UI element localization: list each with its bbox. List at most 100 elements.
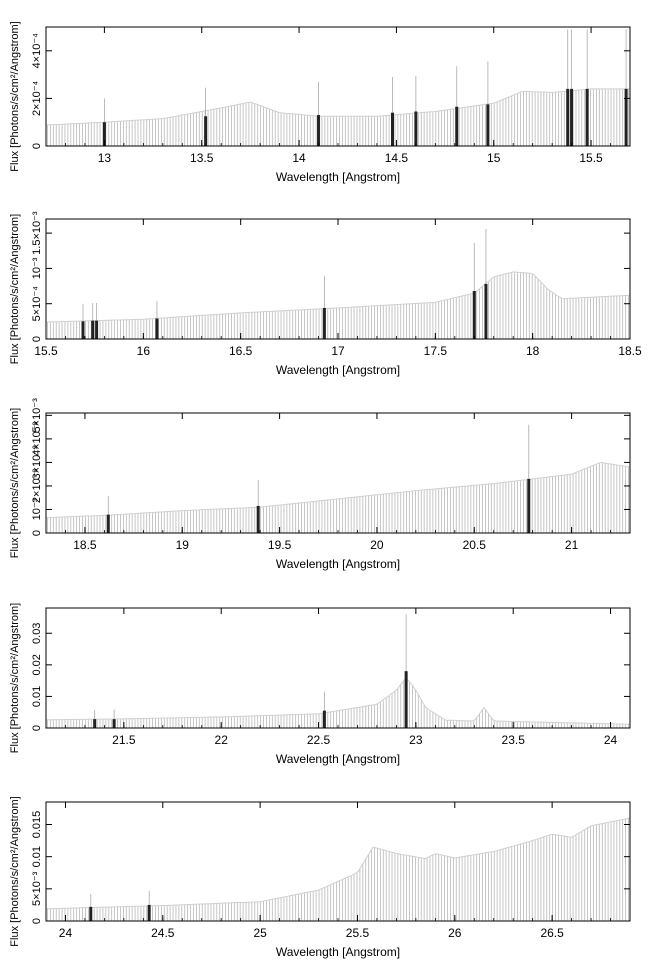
y-axis-label: Flux [Photons/s/cm²/Angstrom] [9, 796, 21, 946]
plot-frame [45, 218, 631, 340]
x-tick-label: 25.5 [346, 926, 370, 940]
x-axis: 15.5 16 16.5 17 17.5 18 18.5 [34, 219, 642, 358]
x-tick-label: 21 [565, 538, 579, 552]
line-bar [102, 122, 106, 146]
x-tick-label: 23.5 [502, 733, 526, 747]
x-tick-label: 16.5 [229, 344, 253, 358]
emission-line [147, 890, 151, 921]
continuum-bars [47, 462, 629, 533]
emission-line [93, 709, 97, 728]
line-bar [570, 88, 574, 146]
line-bar [91, 320, 95, 339]
x-axis: 24 24.5 25 25.5 26 26.5 [45, 802, 631, 940]
x-tick-label: 26.5 [540, 926, 564, 940]
line-bar [256, 505, 260, 533]
emission-line [322, 691, 326, 728]
emission-line [256, 480, 260, 533]
y-axis: 0 5×10⁻⁴ 10⁻³ 1.5×10⁻³ [31, 211, 630, 342]
y-tick-label: 0 [31, 336, 43, 342]
emission-line [317, 81, 321, 146]
x-tick-label: 14 [292, 151, 306, 165]
x-tick-label: 22.5 [307, 733, 331, 747]
emission-line [155, 300, 159, 339]
x-tick-label: 14.5 [385, 151, 409, 165]
emission-line [404, 614, 408, 728]
line-bar [624, 88, 628, 146]
y-tick-label: 0 [31, 725, 43, 731]
line-bar [585, 88, 589, 146]
emission-line [486, 61, 490, 146]
plot-frame [45, 26, 631, 147]
emission-line [566, 29, 570, 146]
y-tick-label: 10⁻³ [31, 257, 43, 279]
y-axis: 0 5×10⁻³ 0.01 0.015 [31, 811, 630, 924]
line-bar [93, 719, 97, 728]
y-tick-label: 0.01 [31, 686, 43, 707]
spectrum-panel-4: 21.5 22 22.5 23 23.5 24 0 0.01 0.02 0.03 Wavelengt… [9, 603, 631, 766]
x-tick-label: 26 [448, 926, 462, 940]
y-tick-label: 3×10⁻³ [31, 445, 43, 480]
emission-line [484, 228, 488, 339]
y-tick-label: 2×10⁻⁴ [31, 80, 43, 116]
x-tick-label: 24 [59, 926, 73, 940]
y-tick-label: 4×10⁻³ [31, 421, 43, 456]
y-tick-label: 0.03 [31, 623, 43, 644]
plot-frame [45, 412, 631, 534]
emission-line [585, 29, 589, 146]
x-axis: 18.5 19 19.5 20 20.5 21 [45, 413, 631, 552]
y-axis-label: Flux [Photons/s/cm²/Angstrom] [9, 21, 21, 171]
y-tick-label: 0.015 [31, 811, 43, 839]
x-tick-label: 20.5 [463, 538, 487, 552]
emission-line [106, 495, 110, 533]
emission-line [322, 276, 326, 339]
emission-line [102, 98, 106, 146]
x-tick-label: 18.5 [618, 344, 642, 358]
x-axis-label: Wavelength [Angstrom] [276, 170, 400, 184]
y-tick-label: 2×10⁻³ [31, 468, 43, 503]
y-tick-label: 5×10⁻⁴ [31, 286, 43, 322]
line-bar [322, 710, 326, 728]
x-tick-label: 19 [176, 538, 190, 552]
spectrum-panel-5: 24 24.5 25 25.5 26 26.5 0 5×10⁻³ 0.01 0.015 Wavele… [9, 796, 631, 959]
line-bar [391, 112, 395, 146]
continuum-envelope [45, 817, 631, 910]
continuum-envelope [45, 271, 631, 323]
emission-line [95, 303, 99, 339]
emission-line [527, 424, 531, 533]
line-bar [317, 115, 321, 146]
emission-line [391, 76, 395, 146]
x-tick-label: 24.5 [151, 926, 175, 940]
x-tick-label: 15.5 [34, 344, 58, 358]
emission-line [81, 303, 85, 339]
emission-line [204, 87, 208, 146]
x-tick-label: 21.5 [112, 733, 136, 747]
x-axis-label: Wavelength [Angstrom] [276, 752, 400, 766]
line-bar [106, 514, 110, 533]
x-tick-label: 22 [215, 733, 229, 747]
y-tick-label: 4×10⁻⁴ [31, 33, 43, 69]
line-bar [484, 283, 488, 339]
y-tick-label: 0.02 [31, 654, 43, 675]
continuum-bars [47, 678, 629, 728]
line-bar [147, 904, 151, 921]
y-tick-label: 5×10⁻³ [31, 871, 43, 906]
emission-line [91, 303, 95, 339]
x-tick-label: 25 [253, 926, 267, 940]
spectrum-panel-2: 15.5 16 16.5 17 17.5 18 18.5 0 5×10⁻⁴ 10⁻³ 1.5×10⁻… [9, 211, 642, 377]
line-bar [486, 104, 490, 146]
continuum-bars [47, 818, 629, 921]
line-bar [112, 719, 116, 728]
x-tick-label: 16 [137, 344, 151, 358]
x-tick-label: 18 [526, 344, 540, 358]
line-bar [472, 291, 476, 339]
x-axis: 13 13.5 14 14.5 15 15.5 [45, 27, 631, 165]
y-tick-label: 5×10⁻³ [31, 398, 43, 433]
x-tick-label: 17.5 [424, 344, 448, 358]
x-tick-label: 13 [98, 151, 112, 165]
x-axis-label: Wavelength [Angstrom] [276, 557, 400, 571]
y-axis: 0 0.01 0.02 0.03 [31, 623, 630, 731]
line-bar [404, 671, 408, 728]
x-axis-label: Wavelength [Angstrom] [276, 363, 400, 377]
x-tick-label: 18.5 [73, 538, 97, 552]
emission-line [112, 709, 116, 728]
